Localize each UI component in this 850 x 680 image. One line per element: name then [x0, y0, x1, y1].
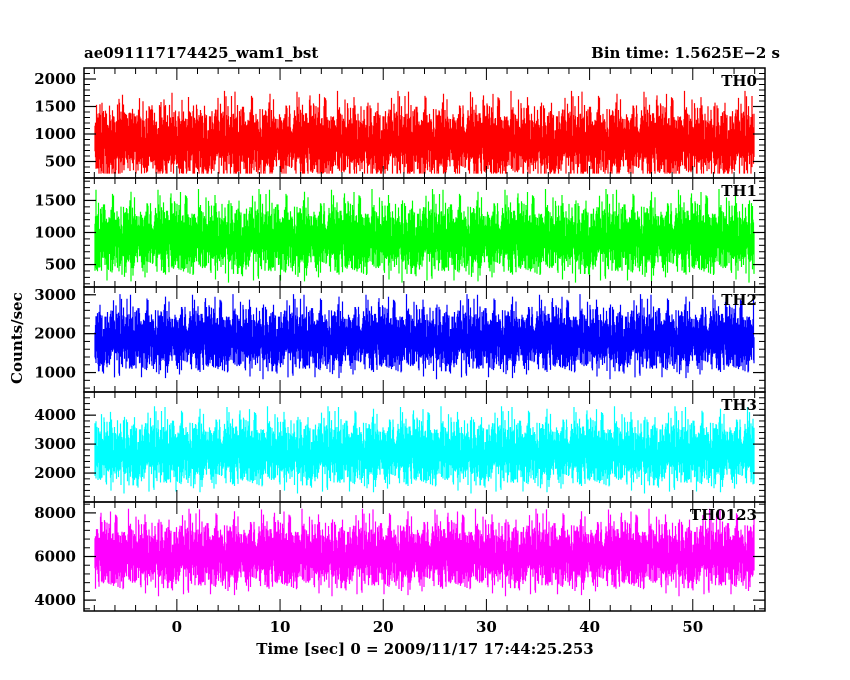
series-th3	[94, 406, 755, 494]
y-tick-label: 3000	[34, 435, 76, 453]
y-tick-label: 1500	[34, 98, 76, 116]
x-tick-label: 20	[373, 618, 394, 636]
y-tick-label: 1000	[34, 125, 76, 143]
y-tick-label: 2000	[34, 325, 76, 343]
panel-th3: 2000 3000 4000 TH3	[34, 391, 766, 503]
x-tick-label: 40	[579, 618, 600, 636]
x-tick-label: 10	[270, 618, 291, 636]
bin-time-label: Bin time: 1.5625E−2 s	[591, 44, 780, 62]
panel-th0: 500 1000 1500 2000 TH0	[34, 67, 766, 179]
panel-label-th0: TH0	[721, 72, 757, 90]
panel-th1: 500 1000 1500 TH1	[34, 177, 766, 288]
y-tick-label: 2000	[34, 464, 76, 482]
y-axis-label: Counts/sec	[8, 292, 26, 384]
panel-label-th1: TH1	[721, 182, 757, 200]
y-tick-label: 1000	[34, 224, 76, 242]
panel-label-th3: TH3	[721, 396, 757, 414]
x-tick-label: 0	[172, 618, 182, 636]
panel-label-th0123: TH0123	[690, 506, 757, 524]
y-tick-label: 1000	[34, 364, 76, 382]
x-axis-label: Time [sec] 0 = 2009/11/17 17:44:25.253	[256, 640, 594, 658]
y-tick-label: 8000	[34, 504, 76, 522]
y-tick-label: 4000	[34, 406, 76, 424]
series-th2	[94, 294, 755, 380]
series-th1	[94, 189, 755, 283]
panel-th2: 1000 2000 3000 TH2	[34, 286, 766, 393]
panel-label-th2: TH2	[721, 291, 757, 309]
y-tick-label: 500	[45, 153, 76, 171]
series-th0	[94, 90, 755, 174]
x-tick-label: 50	[682, 618, 703, 636]
y-tick-label: 6000	[34, 548, 76, 566]
y-tick-label: 3000	[34, 286, 76, 304]
y-tick-label: 500	[45, 256, 76, 274]
panel-th0123: 4000 6000 8000 TH0123	[34, 501, 766, 612]
y-tick-label: 1500	[34, 191, 76, 209]
x-tick-label: 30	[476, 618, 497, 636]
chart-title: ae091117174425_wam1_bst	[84, 44, 319, 62]
y-tick-label: 4000	[34, 591, 76, 609]
series-th0123	[94, 508, 755, 597]
y-tick-label: 2000	[34, 70, 76, 88]
